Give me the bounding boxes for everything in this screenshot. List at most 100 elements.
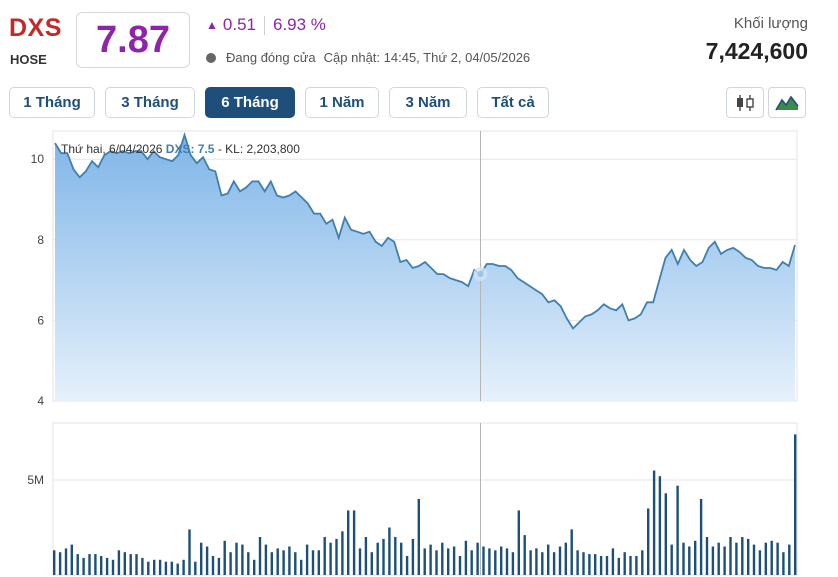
volume-bar xyxy=(741,537,744,575)
volume-bar xyxy=(347,510,350,575)
volume-bar xyxy=(288,546,291,575)
volume-bar xyxy=(582,552,585,575)
volume-bar xyxy=(517,510,520,575)
volume-bar xyxy=(141,557,144,575)
period-tabs: 1 Tháng 3 Tháng 6 Tháng 1 Năm 3 Năm Tất … xyxy=(9,87,559,118)
volume-bar xyxy=(70,544,73,575)
volume-bar xyxy=(547,544,550,575)
mountain-chart-icon xyxy=(775,95,799,110)
price-y-tick-label: 10 xyxy=(31,152,45,166)
volume-bar xyxy=(235,542,238,575)
current-price: 7.87 xyxy=(96,18,170,61)
triangle-up-icon: ▲ xyxy=(206,18,218,32)
volume-bar xyxy=(705,537,709,575)
tooltip-value: DXS: 7.5 xyxy=(166,142,215,156)
volume-bar xyxy=(617,557,620,575)
volume-label: Khối lượng xyxy=(733,15,808,32)
volume-bar xyxy=(188,529,191,575)
volume-bar xyxy=(376,542,379,575)
candlestick-button[interactable] xyxy=(726,87,764,118)
volume-bar xyxy=(441,542,444,575)
ticker-symbol: DXS xyxy=(9,14,62,42)
volume-bar xyxy=(658,476,662,575)
volume-bar xyxy=(147,561,150,575)
price-area-fill xyxy=(55,135,795,401)
volume-bar xyxy=(341,531,344,575)
volume-bar xyxy=(758,550,762,575)
volume-bar xyxy=(358,548,362,575)
volume-bar xyxy=(429,544,432,575)
volume-bar xyxy=(364,537,368,575)
volume-bar xyxy=(717,542,720,575)
volume-bar xyxy=(352,510,356,575)
volume-bar xyxy=(676,485,679,575)
tab-1-year[interactable]: 1 Năm xyxy=(305,87,379,118)
volume-bar xyxy=(458,556,462,575)
volume-bar xyxy=(552,552,556,575)
volume-bar xyxy=(153,559,156,575)
volume-bar xyxy=(564,542,567,575)
volume-bar xyxy=(511,552,515,575)
volume-bar xyxy=(176,563,179,575)
volume-bar xyxy=(164,561,168,575)
volume-bar xyxy=(370,552,373,575)
volume-bar xyxy=(264,544,268,575)
volume-bar xyxy=(529,550,532,575)
volume-bar xyxy=(782,552,785,575)
tab-6-months[interactable]: 6 Tháng xyxy=(205,87,295,118)
volume-bar xyxy=(388,527,391,575)
volume-bar xyxy=(505,548,509,575)
volume-bar xyxy=(76,554,79,575)
volume-bar xyxy=(747,538,750,575)
change-value: 0.51 xyxy=(222,15,256,34)
volume-bar xyxy=(282,550,285,575)
volume-bar xyxy=(211,556,215,575)
volume-bar xyxy=(770,540,773,575)
volume-bar xyxy=(217,557,221,575)
volume-bar xyxy=(558,546,562,575)
volume-bar xyxy=(723,546,726,575)
volume-bar xyxy=(452,546,456,575)
volume-bar xyxy=(599,556,603,575)
market-status: Đang đóng cửa Cập nhật: 14:45, Thứ 2, 04… xyxy=(206,50,530,65)
update-time: Cập nhật: 14:45, Thứ 2, 04/05/2026 xyxy=(323,50,531,65)
volume-bar xyxy=(223,540,226,575)
volume-bar xyxy=(111,559,115,575)
volume-bar xyxy=(576,550,579,575)
volume-bar xyxy=(58,552,62,575)
volume-bar xyxy=(435,550,438,575)
volume-bar xyxy=(400,542,403,575)
hover-point xyxy=(477,271,484,278)
volume-bar xyxy=(105,557,109,575)
volume-bar xyxy=(652,470,656,575)
volume-bar xyxy=(482,546,485,575)
volume-bar xyxy=(711,546,715,575)
volume-bar xyxy=(664,493,667,575)
volume-bar xyxy=(623,552,626,575)
volume-bar xyxy=(694,540,697,575)
volume-bar xyxy=(500,546,503,575)
volume-bar xyxy=(647,508,650,575)
volume-y-tick-label: 5M xyxy=(27,473,44,487)
volume-bar xyxy=(382,538,385,575)
volume-bar xyxy=(158,559,162,575)
tooltip: Thứ hai, 6/04/2026 DXS: 7.5 - KL: 2,203,… xyxy=(61,142,300,156)
tooltip-volume: - KL: 2,203,800 xyxy=(218,142,300,156)
tab-3-years[interactable]: 3 Năm xyxy=(389,87,467,118)
volume-bar xyxy=(635,556,638,575)
tab-all[interactable]: Tất cả xyxy=(477,87,549,118)
volume-bar xyxy=(411,538,415,575)
volume-bar xyxy=(300,559,303,575)
volume-bar xyxy=(317,550,320,575)
volume-bar xyxy=(764,542,767,575)
volume-bar xyxy=(123,552,126,575)
volume-bar xyxy=(682,542,685,575)
tab-1-month[interactable]: 1 Tháng xyxy=(9,87,95,118)
volume-bar xyxy=(541,552,544,575)
tab-3-months[interactable]: 3 Tháng xyxy=(105,87,195,118)
volume-bar xyxy=(311,550,315,575)
volume-bar xyxy=(53,550,56,575)
area-chart-button[interactable] xyxy=(768,87,806,118)
volume-bar xyxy=(641,550,644,575)
volume-bar xyxy=(605,556,609,575)
